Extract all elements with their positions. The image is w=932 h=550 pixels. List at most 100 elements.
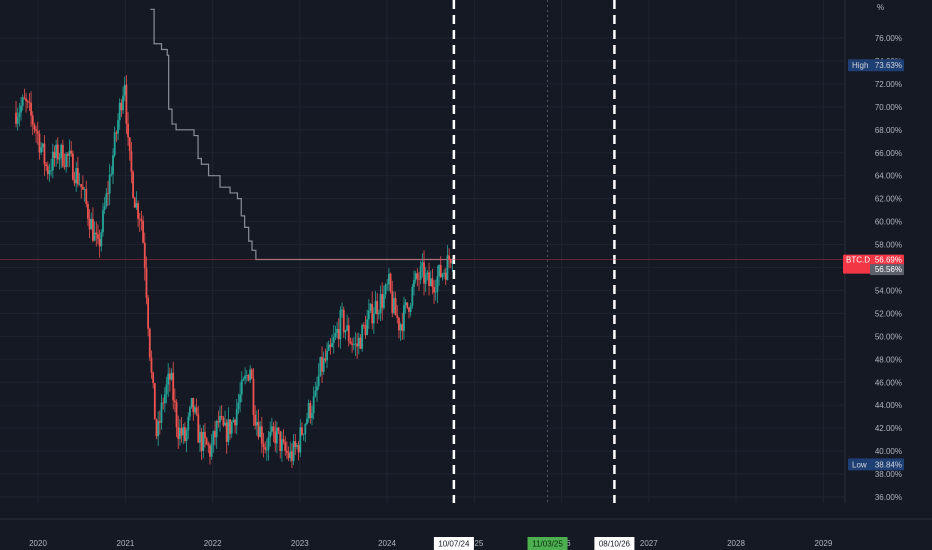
candle — [18, 103, 21, 127]
x-tick-label: 2022 — [204, 539, 222, 548]
candle — [113, 126, 116, 158]
candle — [409, 302, 412, 317]
candle — [421, 253, 424, 278]
svg-text:73.63%: 73.63% — [875, 61, 902, 70]
candle — [70, 141, 73, 158]
candle — [25, 92, 27, 113]
candle — [366, 309, 369, 336]
candle — [97, 224, 99, 245]
marker-date-label: 10/07/24 — [438, 540, 470, 549]
marker-date-labels: 10/07/24 11/03/25 08/10/26 — [433, 537, 635, 550]
candle — [26, 99, 29, 109]
x-tick-label: 2028 — [727, 539, 745, 548]
y-tick-label: 50.00% — [875, 332, 902, 341]
low-tag: Low 38.84% — [848, 458, 904, 471]
candle — [321, 346, 323, 384]
candle — [292, 434, 295, 466]
candle — [185, 427, 188, 453]
candle — [359, 334, 362, 350]
candle — [384, 282, 387, 299]
candle — [379, 285, 382, 322]
candle — [245, 370, 248, 382]
candle — [275, 421, 278, 454]
candle — [396, 304, 399, 324]
candle — [31, 111, 34, 136]
y-tick-label: 68.00% — [875, 126, 902, 135]
candle — [267, 430, 270, 461]
candle — [408, 307, 410, 319]
candle — [130, 142, 133, 184]
candle — [58, 152, 61, 170]
candle — [82, 175, 84, 190]
candle — [316, 376, 318, 402]
candle — [60, 143, 63, 169]
candle — [240, 371, 243, 403]
candle — [229, 418, 231, 440]
candle — [411, 283, 414, 309]
y-tick-label: 72.00% — [875, 80, 902, 89]
candle — [361, 323, 364, 352]
candle — [170, 368, 173, 381]
candle — [50, 158, 53, 177]
candle — [287, 446, 290, 462]
candle — [172, 361, 175, 410]
candle — [237, 393, 240, 415]
candle — [279, 430, 282, 459]
candle — [200, 427, 203, 461]
candle — [138, 212, 141, 232]
candle — [374, 290, 377, 314]
candle — [232, 416, 235, 423]
candle — [413, 270, 415, 296]
candle — [376, 293, 379, 324]
candle — [235, 398, 238, 435]
candle — [441, 272, 444, 281]
price-axis-panel[interactable] — [845, 0, 932, 503]
candle — [424, 267, 427, 292]
candle — [180, 417, 183, 443]
candle — [264, 441, 267, 454]
candle — [418, 271, 420, 291]
step-line — [150, 8, 454, 261]
candle — [393, 291, 395, 315]
candle — [140, 210, 143, 231]
candle — [431, 268, 434, 295]
candle — [403, 296, 405, 340]
candle — [132, 170, 134, 199]
high-tag: High 73.63% — [848, 59, 904, 72]
candle — [436, 265, 439, 304]
candle — [75, 161, 78, 192]
candle — [33, 122, 36, 134]
candle — [162, 397, 165, 410]
candle — [224, 410, 226, 427]
candle — [250, 367, 253, 380]
x-tick-label: 2020 — [29, 539, 47, 548]
candle — [95, 221, 98, 247]
candle — [147, 295, 150, 337]
candle — [244, 367, 247, 385]
candle — [30, 91, 32, 127]
x-tick-label: 2021 — [117, 539, 135, 548]
candle — [434, 279, 437, 301]
candle — [312, 386, 315, 420]
svg-text:56.56%: 56.56% — [875, 265, 902, 274]
candle — [311, 405, 313, 426]
grid-lines — [0, 0, 845, 503]
candle — [349, 337, 352, 345]
candle — [302, 433, 305, 441]
x-tick-label: 2023 — [291, 539, 309, 548]
y-tick-label: 44.00% — [875, 401, 902, 410]
candle — [304, 422, 307, 443]
candle — [71, 150, 74, 181]
candle — [55, 139, 58, 167]
candle — [317, 363, 320, 390]
candle — [20, 97, 22, 121]
marker-date-label: 11/03/25 — [532, 540, 563, 549]
x-tick-label: 2029 — [815, 539, 833, 548]
candle — [105, 187, 108, 209]
candle — [150, 350, 153, 379]
candle — [336, 321, 338, 339]
candle — [339, 306, 342, 349]
